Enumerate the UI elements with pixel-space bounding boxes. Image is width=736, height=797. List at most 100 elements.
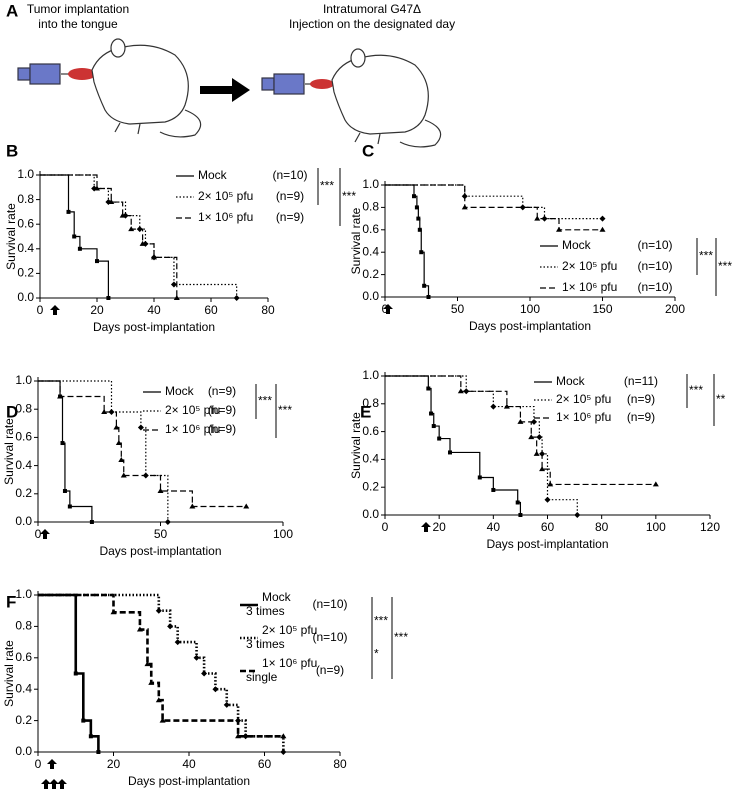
- event-marker: [137, 424, 144, 431]
- panel-label: C: [362, 141, 374, 160]
- x-tick-label: 100: [273, 527, 293, 541]
- legend-n: (n=9): [208, 384, 236, 398]
- y-tick-label: 0.4: [15, 458, 32, 472]
- event-marker: [159, 717, 166, 723]
- caption: Injection on the designated day: [289, 17, 455, 31]
- mouse-illustration-right: [261, 48, 442, 148]
- event-marker: [417, 227, 422, 232]
- survival-curve: [38, 380, 247, 508]
- event-marker: [167, 623, 174, 630]
- y-tick-label: 0.8: [15, 619, 32, 633]
- y-tick-label: 0.0: [362, 289, 379, 303]
- legend-n: (n=9): [208, 403, 236, 417]
- process-arrow: [200, 78, 250, 102]
- event-marker: [173, 295, 180, 300]
- y-tick-label: 0.2: [15, 713, 32, 727]
- legend-n: (n=10): [272, 168, 307, 182]
- x-tick-label: 0: [35, 527, 42, 541]
- legend-note: single: [246, 670, 278, 684]
- x-tick-label: 40: [182, 757, 196, 771]
- event-marker: [115, 440, 122, 446]
- y-tick-label: 0.2: [17, 266, 34, 280]
- legend-label: 2× 10⁵ pfu: [556, 392, 611, 406]
- event-marker: [490, 403, 497, 410]
- x-tick-label: 50: [154, 527, 168, 541]
- event-marker: [599, 226, 606, 232]
- caption: Intratumoral G47Δ: [323, 2, 421, 16]
- y-tick-label: 0.0: [362, 507, 379, 521]
- event-marker: [243, 503, 250, 509]
- event-marker: [534, 215, 541, 221]
- legend-label: Mock: [262, 590, 292, 604]
- event-marker: [422, 283, 427, 288]
- panel-label: D: [6, 402, 18, 421]
- event-marker: [212, 686, 219, 693]
- event-marker: [144, 661, 151, 667]
- caption: into the tongue: [38, 17, 118, 31]
- event-marker: [96, 750, 101, 754]
- panel-label: E: [360, 402, 371, 421]
- survival-curve: [385, 375, 522, 515]
- event-marker: [189, 503, 196, 509]
- survival-curve: [38, 593, 284, 738]
- legend-label: Mock: [198, 168, 228, 182]
- legend-label: 1× 10⁶ pfu: [556, 410, 611, 424]
- legend-label: Mock: [165, 384, 195, 398]
- y-axis-title: Survival rate: [2, 418, 16, 485]
- x-tick-label: 20: [432, 520, 446, 534]
- legend-n: (n=9): [276, 189, 304, 203]
- event-marker: [155, 607, 162, 614]
- event-marker: [72, 234, 77, 239]
- event-marker: [426, 295, 431, 299]
- y-tick-label: 0.4: [15, 681, 32, 695]
- treatment-arrow: [47, 759, 57, 769]
- event-marker: [108, 199, 115, 205]
- event-marker: [128, 226, 135, 232]
- event-marker: [280, 733, 287, 739]
- event-marker: [60, 441, 65, 446]
- event-marker: [530, 418, 537, 425]
- event-marker: [120, 472, 127, 478]
- survival-curve: [385, 184, 603, 220]
- event-marker: [517, 418, 524, 424]
- survival-curve: [38, 380, 93, 522]
- x-tick-label: 40: [487, 520, 501, 534]
- event-marker: [233, 295, 240, 301]
- event-marker: [88, 734, 93, 739]
- event-marker: [416, 216, 421, 221]
- event-marker: [426, 386, 431, 391]
- event-marker: [515, 500, 520, 505]
- event-marker: [151, 254, 157, 260]
- event-marker: [536, 434, 543, 441]
- legend-label: 2× 10⁵ pfu: [262, 623, 317, 637]
- event-marker: [157, 487, 164, 493]
- significance-label: ***: [278, 403, 292, 417]
- x-tick-label: 0: [382, 520, 389, 534]
- event-marker: [242, 733, 249, 740]
- legend-n: (n=9): [627, 410, 655, 424]
- x-axis-title: Days post-implantation: [128, 774, 250, 788]
- event-marker: [652, 481, 659, 487]
- y-axis-title: Survival rate: [2, 640, 16, 707]
- significance-label: *: [374, 647, 379, 661]
- x-tick-label: 60: [541, 520, 555, 534]
- legend-n: (n=10): [637, 280, 672, 294]
- event-marker: [174, 639, 181, 646]
- x-tick-label: 20: [90, 303, 104, 317]
- event-marker: [599, 215, 606, 222]
- y-tick-label: 0.2: [15, 486, 32, 500]
- event-marker: [67, 504, 72, 509]
- treatment-arrow: [41, 779, 51, 789]
- y-tick-label: 0.8: [15, 401, 32, 415]
- event-marker: [89, 520, 94, 524]
- significance-label: ***: [320, 179, 334, 193]
- y-tick-label: 1.0: [362, 368, 379, 382]
- event-marker: [62, 488, 67, 493]
- x-tick-label: 0: [35, 757, 42, 771]
- event-marker: [155, 697, 162, 703]
- survival-curve: [38, 593, 100, 752]
- legend-n: (n=10): [637, 238, 672, 252]
- significance-label: ***: [374, 614, 388, 628]
- legend-label: 1× 10⁶ pfu: [165, 422, 220, 436]
- event-marker: [574, 512, 581, 518]
